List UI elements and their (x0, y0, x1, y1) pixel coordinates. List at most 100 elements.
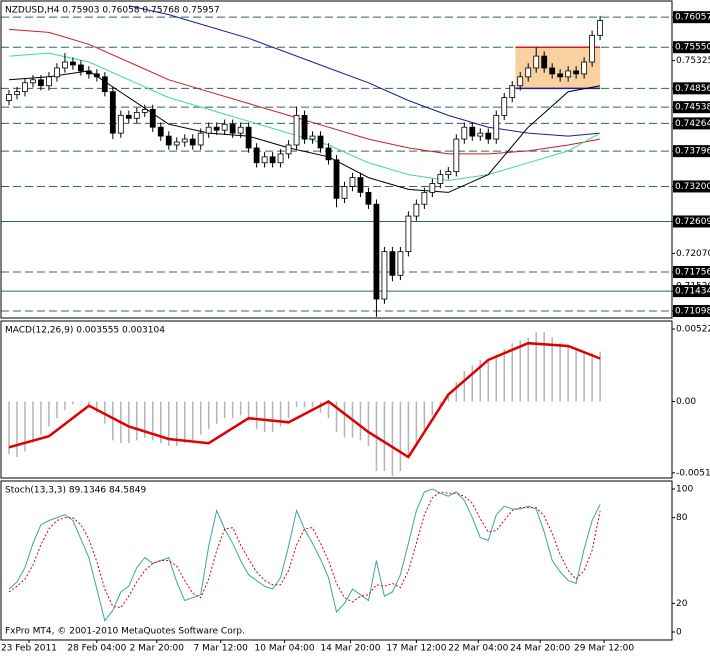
y-tick-label: -0.005135 (676, 468, 710, 478)
candle-body (373, 203, 380, 300)
candle-body (493, 114, 500, 140)
copyright-note: FxPro MT4, © 2001-2010 MetaQuotes Softwa… (5, 627, 245, 637)
level-label-bg (673, 82, 710, 95)
y-tick-label: 0.72609 (675, 217, 710, 227)
macd-bar (16, 401, 18, 458)
candle-body (405, 215, 412, 253)
macd-bar (183, 401, 186, 444)
y-tick-label: 100 (676, 485, 693, 495)
candle-body (285, 144, 292, 155)
candle-body (133, 111, 140, 119)
candle-body (381, 251, 388, 300)
level-label-bg (673, 266, 710, 279)
candle-body (253, 147, 260, 164)
macd-bar (399, 401, 402, 471)
indicator-line (8, 341, 601, 459)
macd-bar (439, 401, 442, 405)
macd-bar (567, 345, 569, 402)
macd-bar (391, 401, 394, 477)
level-label-bg (673, 117, 710, 130)
macd-bar (431, 401, 434, 416)
macd-bar (535, 332, 537, 402)
panel-frame (0, 320, 673, 479)
macd-bar (231, 401, 234, 419)
macd-bar (168, 401, 170, 446)
y-tick-label: 0.71756 (675, 268, 710, 278)
x-tick-label: 22 Mar 04:00 (448, 644, 508, 654)
indicator-line (8, 28, 601, 155)
macd-bar (559, 343, 561, 402)
candle-body (437, 174, 444, 184)
candle-body (309, 135, 316, 140)
macd-bar (575, 348, 577, 402)
macd-bar (24, 401, 26, 452)
macd-bar (152, 401, 154, 441)
candle-body (189, 138, 196, 146)
macd-bar (463, 370, 466, 402)
candle-body (141, 109, 148, 113)
macd-bar (136, 401, 138, 441)
macd-bar (239, 401, 242, 416)
candle-body (509, 85, 516, 98)
candle-body (557, 73, 564, 78)
macd-bar (527, 337, 529, 402)
macd-bar (495, 354, 498, 402)
y-tick-label: 0.71434 (675, 287, 710, 297)
candle-body (165, 135, 172, 146)
candle-body (269, 156, 276, 164)
candle-body (389, 251, 396, 276)
candle-body (325, 147, 332, 161)
candle-body (573, 70, 580, 75)
candle-body (69, 61, 76, 66)
macd-bar (48, 401, 50, 427)
candle-body (541, 55, 548, 69)
candle-body (125, 114, 132, 119)
y-tick-label: 0.73796 (675, 147, 710, 157)
macd-bar (255, 401, 258, 430)
candle-body (317, 135, 324, 149)
macd-bar (175, 401, 178, 446)
candle-body (429, 183, 436, 193)
macd-bar (303, 401, 306, 408)
candle-body (213, 126, 220, 131)
candle-body (301, 114, 308, 140)
macd-bar (423, 401, 426, 430)
candle-body (533, 55, 540, 69)
candle-body (245, 126, 252, 149)
candle-body (237, 126, 244, 134)
macd-bar (40, 401, 42, 435)
candle-body (221, 123, 228, 131)
level-label-bg (673, 11, 710, 24)
macd-bar (271, 401, 274, 433)
macd-bar (583, 351, 585, 402)
macd-bar (455, 382, 458, 402)
plot-area (8, 332, 601, 477)
candle-body (62, 61, 68, 69)
level-label-bg (673, 180, 710, 193)
macd-bar (519, 340, 521, 402)
macd-bar (591, 352, 593, 402)
macd-bar (487, 359, 490, 402)
level-label-bg (673, 41, 710, 54)
x-tick-label: 10 Mar 04:00 (255, 644, 315, 654)
x-tick-label: 28 Feb 04:00 (67, 644, 126, 654)
candle-body (117, 114, 124, 134)
candle-body (229, 123, 236, 134)
candle-body (581, 61, 588, 75)
macd-bar (144, 401, 146, 438)
macd-bar (343, 401, 346, 438)
candle-body (205, 126, 212, 134)
macd-bar (56, 401, 58, 419)
candle-body (357, 177, 364, 193)
macd-bar (551, 337, 553, 402)
y-tick-label: 0.73200 (675, 182, 710, 192)
candle-body (109, 91, 116, 134)
panel-title: NZDUSD,H4 0.75903 0.76058 0.75768 0.7595… (5, 6, 220, 16)
y-tick-label: 0.74264 (675, 119, 710, 129)
candle-body (397, 251, 404, 276)
candle-body (277, 153, 284, 164)
x-tick-label: 29 Mar 12:00 (574, 644, 634, 654)
candle-body (597, 20, 604, 36)
candle-body (549, 67, 556, 75)
